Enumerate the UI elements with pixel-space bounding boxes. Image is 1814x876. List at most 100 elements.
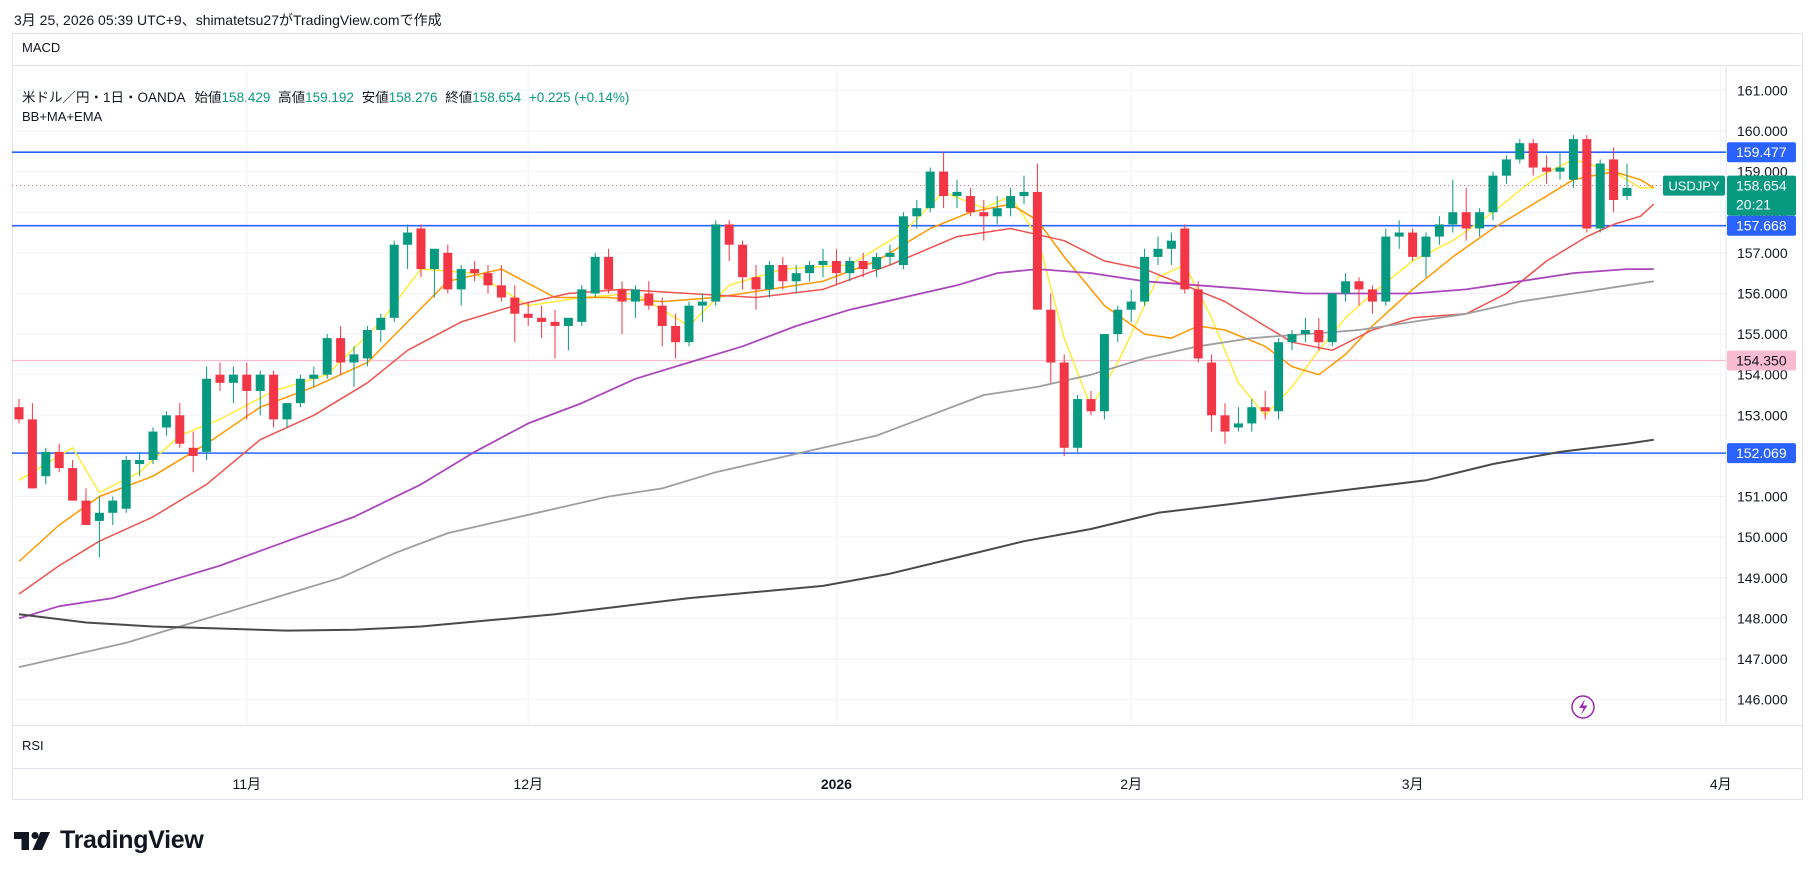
candle[interactable]	[1274, 338, 1284, 420]
candle[interactable]	[1032, 163, 1042, 310]
candle[interactable]	[684, 301, 694, 347]
candle[interactable]	[1260, 390, 1270, 420]
candle[interactable]	[818, 248, 828, 278]
candle[interactable]	[362, 325, 372, 367]
candle[interactable]	[952, 179, 962, 209]
candle[interactable]	[1006, 187, 1016, 217]
candle[interactable]	[1140, 248, 1150, 306]
candle[interactable]	[1046, 293, 1056, 383]
candle[interactable]	[791, 265, 801, 294]
candle[interactable]	[14, 399, 24, 424]
candle[interactable]	[496, 265, 506, 302]
candle[interactable]	[738, 240, 748, 290]
candle[interactable]	[202, 366, 212, 460]
candle[interactable]	[537, 305, 547, 339]
candle[interactable]	[764, 260, 774, 298]
candle[interactable]	[1019, 175, 1029, 205]
symbol-name[interactable]: 米ドル／円・1日・OANDA	[22, 90, 185, 105]
candle[interactable]	[1086, 390, 1096, 416]
candle[interactable]	[805, 260, 815, 282]
candle[interactable]	[1300, 317, 1310, 343]
candle[interactable]	[550, 309, 560, 359]
candle[interactable]	[604, 248, 614, 294]
candle[interactable]	[1515, 139, 1525, 164]
candle[interactable]	[1059, 354, 1069, 456]
candle[interactable]	[872, 252, 882, 278]
candle[interactable]	[1247, 399, 1257, 432]
candle[interactable]	[1568, 135, 1578, 188]
candle[interactable]	[1475, 208, 1485, 237]
candle[interactable]	[215, 362, 225, 391]
candle[interactable]	[94, 496, 104, 558]
candle[interactable]	[1166, 232, 1176, 266]
candle[interactable]	[671, 313, 681, 359]
candle[interactable]	[389, 240, 399, 322]
candle[interactable]	[912, 200, 922, 229]
candle[interactable]	[965, 187, 975, 217]
candle[interactable]	[456, 265, 466, 306]
candle[interactable]	[269, 370, 279, 428]
price-tag[interactable]: 154.350	[1727, 350, 1796, 371]
candle[interactable]	[470, 260, 480, 282]
candle[interactable]	[1099, 334, 1109, 420]
candle[interactable]	[1314, 317, 1324, 351]
candle[interactable]	[1555, 151, 1565, 180]
candle[interactable]	[898, 212, 908, 270]
candle[interactable]	[443, 244, 453, 294]
candle[interactable]	[724, 220, 734, 261]
candle[interactable]	[429, 248, 439, 298]
candle[interactable]	[630, 285, 640, 318]
candle[interactable]	[1421, 232, 1431, 278]
candle[interactable]	[885, 244, 895, 266]
macd-pane-label[interactable]: MACD	[22, 40, 61, 55]
candle[interactable]	[148, 427, 158, 465]
price-tag[interactable]: 159.477	[1727, 142, 1796, 163]
candle[interactable]	[403, 224, 413, 270]
candle[interactable]	[1394, 220, 1404, 249]
candle[interactable]	[1408, 228, 1418, 261]
candle[interactable]	[1381, 228, 1391, 306]
candle[interactable]	[309, 366, 319, 387]
candle[interactable]	[1073, 395, 1083, 452]
pane-separator-bottom[interactable]	[12, 725, 1803, 726]
tradingview-brand[interactable]: TradingView	[14, 826, 204, 855]
candle[interactable]	[1528, 139, 1538, 176]
candle[interactable]	[510, 285, 520, 343]
candle[interactable]	[644, 281, 654, 310]
candle[interactable]	[1220, 403, 1230, 444]
candle[interactable]	[992, 195, 1002, 225]
candle[interactable]	[845, 256, 855, 282]
candle[interactable]	[1193, 281, 1203, 363]
candle[interactable]	[54, 443, 64, 473]
candle[interactable]	[188, 431, 198, 473]
candle[interactable]	[81, 488, 91, 525]
candle[interactable]	[751, 265, 761, 310]
candle[interactable]	[349, 346, 359, 387]
candle[interactable]	[1622, 163, 1632, 201]
indicator-name[interactable]: BB+MA+EMA	[22, 109, 103, 124]
candle[interactable]	[1609, 147, 1619, 213]
candle[interactable]	[483, 265, 493, 294]
candle[interactable]	[68, 459, 78, 501]
candle[interactable]	[711, 220, 721, 306]
candle[interactable]	[697, 293, 707, 322]
candle[interactable]	[255, 370, 265, 416]
candle[interactable]	[1113, 305, 1123, 343]
ma-line-ma_purple[interactable]	[18, 268, 1654, 620]
candle[interactable]	[376, 313, 386, 343]
candle[interactable]	[1595, 159, 1605, 233]
candle[interactable]	[577, 285, 587, 326]
candle[interactable]	[563, 317, 573, 351]
pane-separator-top[interactable]	[12, 65, 1803, 66]
candle[interactable]	[1327, 293, 1337, 347]
candle[interactable]	[939, 151, 949, 209]
candle[interactable]	[27, 403, 37, 489]
candle[interactable]	[523, 301, 533, 326]
candle[interactable]	[1207, 354, 1217, 432]
candle[interactable]	[1341, 273, 1351, 302]
candle[interactable]	[228, 366, 238, 404]
candle[interactable]	[1354, 277, 1364, 306]
candle[interactable]	[1180, 224, 1190, 294]
ma-line-ma_grey[interactable]	[18, 280, 1654, 668]
